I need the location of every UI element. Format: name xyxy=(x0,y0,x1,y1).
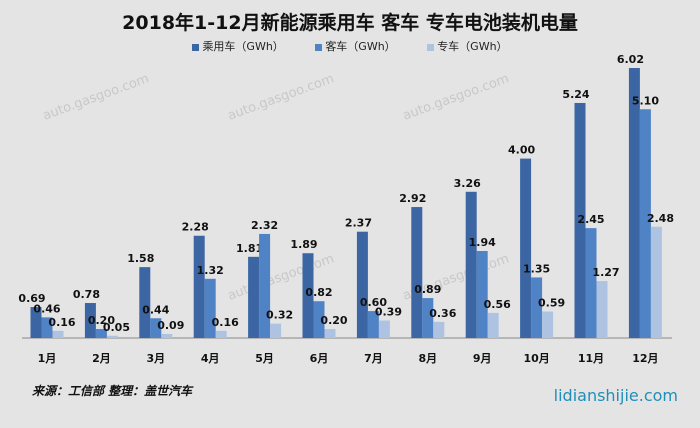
data-label: 0.09 xyxy=(157,319,184,332)
bar xyxy=(356,231,368,338)
legend-item-bus: 客车（GWh） xyxy=(315,38,396,54)
bar xyxy=(531,277,543,338)
bar xyxy=(367,311,379,338)
data-label: 2.48 xyxy=(647,212,674,225)
legend-label: 乘用车（GWh） xyxy=(202,40,284,53)
data-label: 2.28 xyxy=(182,221,209,234)
bar xyxy=(41,317,53,338)
data-label: 0.82 xyxy=(305,286,332,299)
bar xyxy=(30,307,42,338)
bar xyxy=(628,68,640,338)
legend-item-passenger: 乘用车（GWh） xyxy=(192,38,284,54)
data-label: 0.69 xyxy=(18,292,45,305)
data-label: 2.37 xyxy=(345,217,372,230)
bar xyxy=(585,228,597,338)
bar xyxy=(270,323,282,338)
legend-label: 专车（GWh） xyxy=(437,40,508,53)
bar xyxy=(204,278,216,338)
data-label: 1.58 xyxy=(127,252,154,265)
bar xyxy=(302,253,314,338)
x-tick-label: 8月 xyxy=(418,352,437,365)
bar xyxy=(161,333,173,338)
legend-swatch xyxy=(192,43,200,51)
bar xyxy=(520,158,532,338)
x-tick-label: 2月 xyxy=(92,352,111,365)
bar xyxy=(574,102,586,338)
legend-swatch xyxy=(427,43,435,51)
data-label: 0.16 xyxy=(212,316,239,329)
data-label: 1.32 xyxy=(197,264,224,277)
chart-title: 2018年1-12月新能源乘用车 客车 专车电池装机电量 xyxy=(122,12,578,34)
bar xyxy=(542,311,554,338)
x-tick-label: 5月 xyxy=(255,352,274,365)
data-label: 4.00 xyxy=(508,144,535,157)
x-tick-label: 10月 xyxy=(523,352,549,365)
legend: 乘用车（GWh） 客车（GWh） 专车（GWh） xyxy=(0,38,700,54)
bar xyxy=(215,330,227,338)
bar xyxy=(95,329,107,338)
data-label: 0.59 xyxy=(538,297,565,310)
bar xyxy=(84,303,96,338)
data-label: 1.81 xyxy=(236,242,263,255)
data-label: 0.78 xyxy=(73,288,100,301)
bar xyxy=(193,235,205,338)
bar xyxy=(476,250,488,338)
bar xyxy=(422,298,434,338)
bar xyxy=(596,281,608,338)
data-label: 0.60 xyxy=(360,296,387,309)
bar xyxy=(639,109,651,339)
x-tick-label: 1月 xyxy=(38,352,57,365)
data-label: 1.27 xyxy=(592,266,619,279)
x-tick-label: 6月 xyxy=(310,352,329,365)
data-label: 0.36 xyxy=(429,307,456,320)
data-label: 1.89 xyxy=(290,238,317,251)
legend-swatch xyxy=(315,43,323,51)
bar xyxy=(650,226,662,338)
data-label: 5.10 xyxy=(632,94,659,107)
bar xyxy=(259,233,271,338)
data-label: 1.94 xyxy=(469,236,496,249)
bar xyxy=(313,301,325,338)
data-label: 0.20 xyxy=(88,314,115,327)
bar xyxy=(378,320,390,338)
source-note: 来源：工信部 整理：盖世汽车 xyxy=(32,384,193,398)
bar xyxy=(465,191,477,338)
data-label: 0.44 xyxy=(142,303,169,316)
data-label: 2.32 xyxy=(251,219,278,232)
data-label: 0.05 xyxy=(103,321,130,334)
data-label: 0.46 xyxy=(33,302,60,315)
data-label: 1.35 xyxy=(523,262,550,275)
bar xyxy=(106,335,118,338)
bar xyxy=(411,207,423,338)
x-tick-label: 12月 xyxy=(632,352,658,365)
data-label: 2.45 xyxy=(577,213,604,226)
site-link[interactable]: lidianshijie.com xyxy=(553,386,678,405)
bar xyxy=(433,321,445,338)
legend-label: 客车（GWh） xyxy=(325,40,396,53)
x-tick-label: 7月 xyxy=(364,352,383,365)
data-label: 5.24 xyxy=(562,88,589,101)
bar xyxy=(150,318,162,338)
bar xyxy=(52,330,64,338)
x-tick-label: 4月 xyxy=(201,352,220,365)
data-label: 0.32 xyxy=(266,309,293,322)
x-tick-label: 9月 xyxy=(473,352,492,365)
data-label: 0.16 xyxy=(48,316,75,329)
bar xyxy=(248,256,260,338)
data-label: 0.20 xyxy=(320,314,347,327)
x-tick-label: 3月 xyxy=(146,352,165,365)
legend-item-special: 专车（GWh） xyxy=(427,38,508,54)
bar xyxy=(324,329,336,338)
data-label: 6.02 xyxy=(617,53,644,66)
data-label: 0.39 xyxy=(375,306,402,319)
data-label: 0.56 xyxy=(484,298,511,311)
data-label: 2.92 xyxy=(399,192,426,205)
bar xyxy=(139,267,151,338)
data-label: 0.89 xyxy=(414,283,441,296)
x-tick-label: 11月 xyxy=(578,352,604,365)
bar xyxy=(487,312,499,338)
data-label: 3.26 xyxy=(454,177,481,190)
